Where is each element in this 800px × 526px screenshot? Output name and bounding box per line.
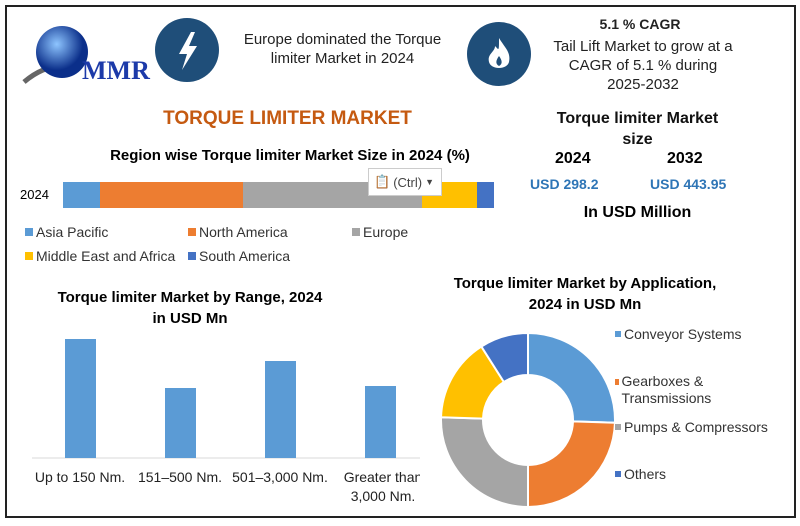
- clipboard-icon: 📋: [374, 174, 391, 189]
- flame-icon: [467, 22, 531, 86]
- legend-others: Others: [615, 466, 666, 482]
- main-title: TORQUE LIMITER MARKET: [163, 108, 412, 129]
- legend-pumps: Pumps & Compressors: [615, 419, 768, 435]
- dropdown-arrow-icon: ▼: [425, 177, 434, 187]
- legend-mea: Middle East and Africa: [25, 248, 175, 264]
- range-tick-label: 501–3,000 Nm.: [232, 469, 328, 485]
- donut-slice: [440, 416, 529, 509]
- region-chart-title: Region wise Torque limiter Market Size i…: [110, 147, 470, 164]
- range-bar: [165, 388, 196, 458]
- range-chart-title: Torque limiter Market by Range, 2024 in …: [57, 289, 323, 327]
- segment-asia-pacific: [63, 182, 101, 208]
- range-tick-label: Up to 150 Nm.: [35, 469, 125, 485]
- range-tick-label: 3,000 Nm.: [351, 488, 416, 504]
- legend-europe: Europe: [352, 224, 408, 240]
- cagr-title: 5.1 % CAGR: [599, 16, 681, 32]
- range-bar: [365, 386, 396, 458]
- segment-north-america: [100, 182, 244, 208]
- year-2032: 2032: [667, 150, 703, 167]
- donut-slice: [480, 331, 529, 384]
- cagr-text: Tail Lift Market to grow at a CAGR of 5.…: [553, 38, 733, 93]
- donut-slice: [527, 331, 616, 424]
- year-2024: 2024: [555, 150, 591, 167]
- value-2024: USD 298.2: [530, 176, 599, 192]
- market-size-title: Torque limiter Market size: [556, 110, 719, 148]
- unit-label: In USD Million: [583, 204, 692, 221]
- segment-south-america: [477, 182, 494, 208]
- legend-asia-pacific: Asia Pacific: [25, 224, 108, 240]
- legend-conveyor: Conveyor Systems: [615, 326, 741, 342]
- range-bar-chart: Up to 150 Nm. 151–500 Nm. 501–3,000 Nm. Gre…: [32, 339, 420, 504]
- value-2032: USD 443.95: [650, 176, 727, 192]
- legend-south-america: South America: [188, 248, 290, 264]
- region-category-label: 2024: [20, 187, 49, 202]
- application-chart-title: Torque limiter Market by Application, 20…: [453, 275, 717, 313]
- range-tick-label: 151–500 Nm.: [138, 469, 222, 485]
- mmr-logo: MMR: [20, 20, 150, 90]
- application-donut-chart: [440, 331, 616, 509]
- paste-label: (Ctrl): [393, 174, 423, 190]
- legend-north-america: North America: [188, 224, 288, 240]
- range-tick-label: Greater than: [344, 469, 420, 485]
- paste-options-button[interactable]: 📋 (Ctrl) ▼: [368, 168, 442, 196]
- legend-gearboxes: Gearboxes & Transmissions: [615, 373, 725, 407]
- region-note: Europe dominated the Torque limiter Mark…: [243, 31, 442, 67]
- frame-border: [5, 5, 796, 518]
- donut-slice: [527, 420, 616, 509]
- lightning-icon: [155, 18, 219, 82]
- range-bar: [265, 361, 296, 458]
- range-bar: [65, 339, 96, 458]
